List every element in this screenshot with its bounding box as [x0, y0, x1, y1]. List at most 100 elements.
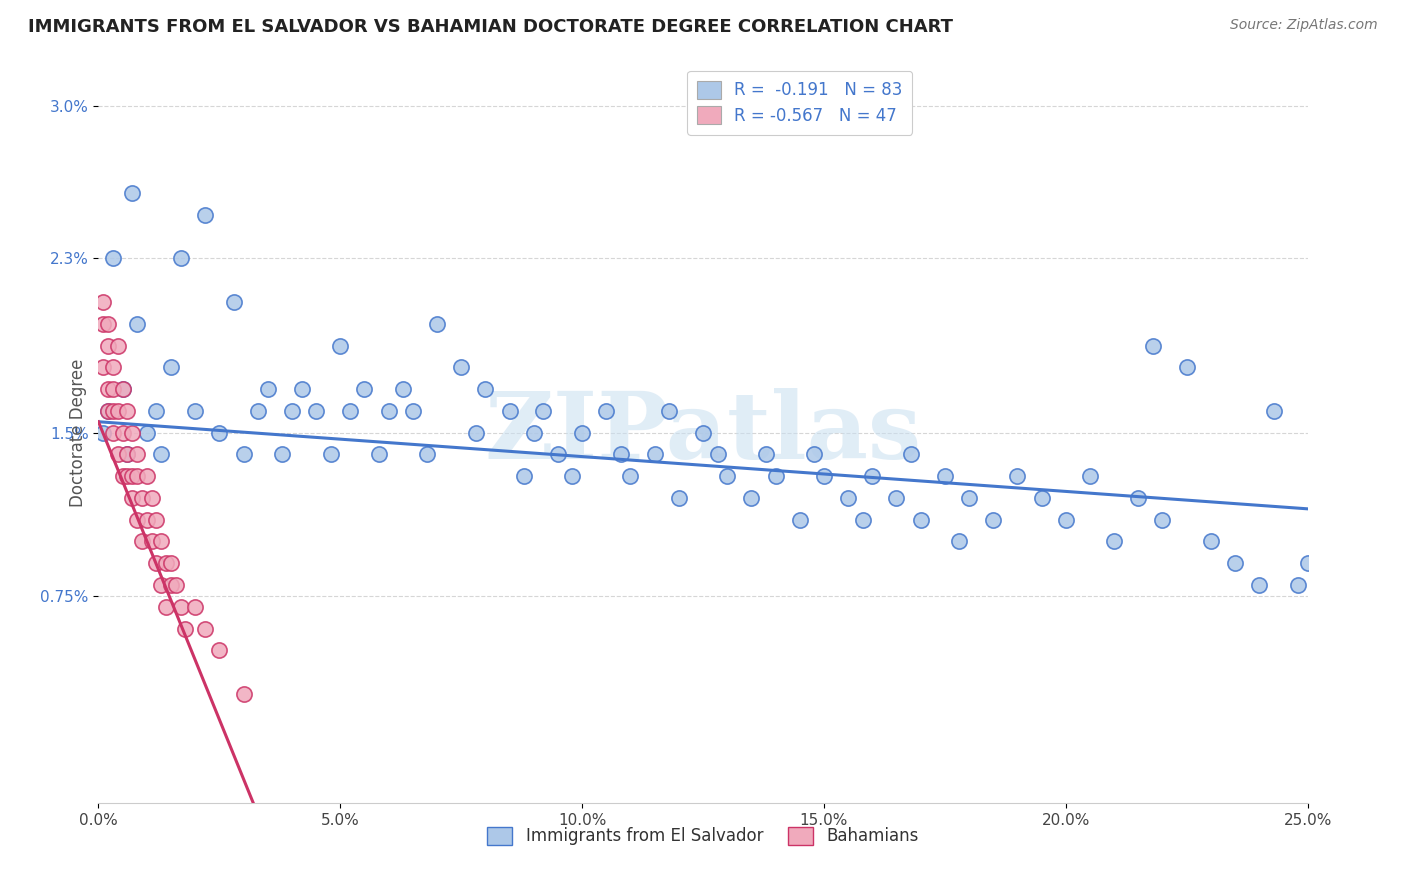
- Point: [668, 491, 690, 505]
- Point: [281, 404, 304, 418]
- Point: [571, 425, 593, 440]
- Point: [232, 447, 254, 461]
- Point: [184, 599, 207, 614]
- Point: [803, 447, 825, 461]
- Point: [97, 338, 120, 352]
- Point: [222, 295, 245, 310]
- Point: [1296, 556, 1319, 570]
- Point: [547, 447, 569, 461]
- Point: [111, 382, 134, 396]
- Point: [160, 556, 183, 570]
- Point: [619, 469, 641, 483]
- Point: [91, 425, 114, 440]
- Point: [160, 578, 183, 592]
- Point: [716, 469, 738, 483]
- Point: [141, 491, 163, 505]
- Point: [101, 425, 124, 440]
- Point: [194, 622, 217, 636]
- Point: [755, 447, 778, 461]
- Point: [121, 425, 143, 440]
- Point: [107, 338, 129, 352]
- Point: [513, 469, 536, 483]
- Point: [150, 534, 173, 549]
- Y-axis label: Doctorate Degree: Doctorate Degree: [69, 359, 87, 507]
- Point: [474, 382, 496, 396]
- Point: [813, 469, 835, 483]
- Point: [121, 186, 143, 200]
- Point: [595, 404, 617, 418]
- Point: [948, 534, 970, 549]
- Point: [117, 447, 139, 461]
- Point: [464, 425, 486, 440]
- Point: [107, 447, 129, 461]
- Point: [329, 338, 352, 352]
- Point: [531, 404, 554, 418]
- Point: [852, 513, 875, 527]
- Point: [111, 469, 134, 483]
- Point: [117, 447, 139, 461]
- Point: [765, 469, 787, 483]
- Point: [561, 469, 583, 483]
- Point: [1007, 469, 1029, 483]
- Point: [145, 404, 167, 418]
- Point: [957, 491, 980, 505]
- Text: ZIPatlas: ZIPatlas: [485, 388, 921, 477]
- Point: [900, 447, 922, 461]
- Point: [127, 513, 149, 527]
- Point: [174, 622, 197, 636]
- Point: [101, 252, 124, 266]
- Point: [91, 317, 114, 331]
- Point: [117, 469, 139, 483]
- Point: [1152, 513, 1174, 527]
- Point: [1142, 338, 1164, 352]
- Point: [523, 425, 546, 440]
- Point: [194, 208, 217, 222]
- Point: [353, 382, 375, 396]
- Point: [498, 404, 520, 418]
- Point: [339, 404, 361, 418]
- Point: [135, 469, 157, 483]
- Point: [860, 469, 883, 483]
- Point: [305, 404, 328, 418]
- Point: [121, 491, 143, 505]
- Point: [1175, 360, 1198, 375]
- Point: [169, 252, 191, 266]
- Point: [97, 404, 120, 418]
- Point: [127, 469, 149, 483]
- Point: [934, 469, 956, 483]
- Point: [247, 404, 270, 418]
- Point: [1031, 491, 1053, 505]
- Point: [1078, 469, 1101, 483]
- Point: [208, 425, 231, 440]
- Point: [416, 447, 439, 461]
- Point: [392, 382, 415, 396]
- Point: [150, 578, 173, 592]
- Point: [121, 469, 143, 483]
- Point: [706, 447, 728, 461]
- Point: [131, 491, 153, 505]
- Point: [145, 513, 167, 527]
- Point: [290, 382, 312, 396]
- Point: [981, 513, 1004, 527]
- Point: [402, 404, 425, 418]
- Point: [135, 425, 157, 440]
- Point: [101, 360, 124, 375]
- Point: [135, 513, 157, 527]
- Point: [837, 491, 859, 505]
- Point: [101, 404, 124, 418]
- Point: [1223, 556, 1246, 570]
- Point: [97, 382, 120, 396]
- Point: [1199, 534, 1222, 549]
- Point: [117, 404, 139, 418]
- Point: [1128, 491, 1150, 505]
- Point: [155, 556, 177, 570]
- Point: [111, 425, 134, 440]
- Point: [319, 447, 342, 461]
- Point: [271, 447, 294, 461]
- Point: [644, 447, 666, 461]
- Point: [184, 404, 207, 418]
- Point: [1249, 578, 1271, 592]
- Point: [232, 687, 254, 701]
- Point: [127, 317, 149, 331]
- Point: [101, 382, 124, 396]
